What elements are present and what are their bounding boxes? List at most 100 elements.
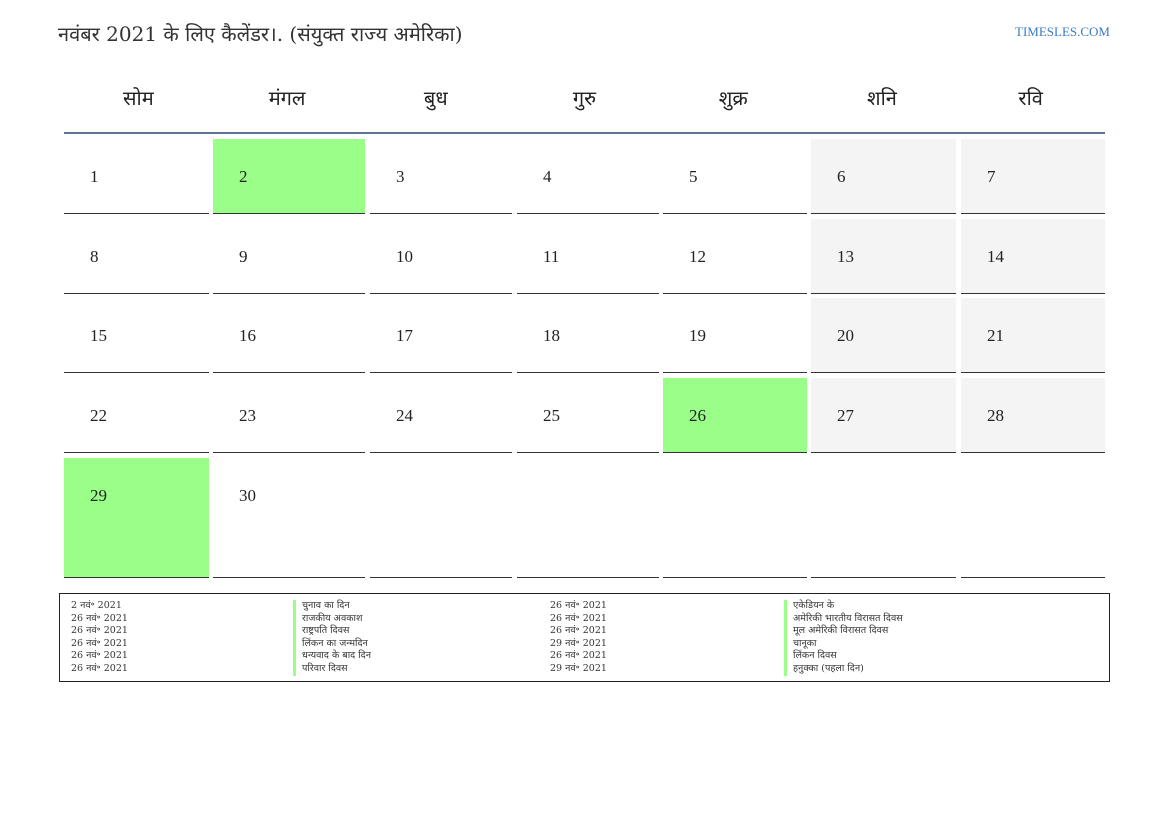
day-cell[interactable]: 4 — [517, 139, 659, 214]
day-cell[interactable]: 13 — [811, 219, 956, 294]
day-cell[interactable]: 5 — [663, 139, 807, 214]
day-number: 21 — [987, 326, 1004, 345]
weekday-wed: बुध — [423, 86, 448, 110]
day-number: 29 — [90, 486, 107, 505]
day-cell[interactable]: 24 — [370, 378, 512, 453]
legend-holiday: परिवार दिवस — [293, 662, 371, 676]
site-link[interactable]: TIMESLES.COM — [1015, 24, 1110, 39]
day-number: 5 — [689, 167, 698, 186]
day-cell[interactable]: 23 — [213, 378, 365, 453]
day-number: 18 — [543, 326, 560, 345]
day-cell[interactable]: 1 — [64, 139, 209, 214]
day-cell[interactable]: 3 — [370, 139, 512, 214]
day-number: 27 — [837, 406, 854, 425]
legend-date: 26 नवं॰ 2021 — [71, 612, 128, 624]
empty-day-cell — [811, 458, 956, 578]
day-number: 23 — [239, 406, 256, 425]
day-number: 26 — [689, 406, 706, 425]
day-cell[interactable]: 2 — [213, 139, 365, 214]
day-number: 1 — [90, 167, 99, 186]
day-cell[interactable]: 17 — [370, 298, 512, 373]
day-number: 6 — [837, 167, 846, 186]
day-number: 4 — [543, 167, 552, 186]
day-cell[interactable]: 18 — [517, 298, 659, 373]
day-number: 14 — [987, 247, 1004, 266]
day-number: 16 — [239, 326, 256, 345]
legend-date: 26 नवं॰ 2021 — [71, 650, 128, 662]
legend-date: 26 नवं॰ 2021 — [550, 625, 607, 637]
legend-holiday: लिंकन का जन्मदिन — [293, 637, 371, 651]
day-cell[interactable]: 10 — [370, 219, 512, 294]
day-number: 3 — [396, 167, 405, 186]
legend-holiday: अमेरिकी भारतीय विरासत दिवस — [784, 612, 903, 626]
day-cell[interactable]: 8 — [64, 219, 209, 294]
weekday-tue: मंगल — [268, 86, 306, 110]
day-number: 19 — [689, 326, 706, 345]
day-number: 22 — [90, 406, 107, 425]
day-cell[interactable]: 22 — [64, 378, 209, 453]
day-number: 17 — [396, 326, 413, 345]
day-cell[interactable]: 12 — [663, 219, 807, 294]
empty-day-cell — [961, 458, 1105, 578]
legend-holiday: चानूका — [784, 637, 903, 651]
day-number: 7 — [987, 167, 996, 186]
day-cell[interactable]: 21 — [961, 298, 1105, 373]
day-cell[interactable]: 9 — [213, 219, 365, 294]
day-number: 28 — [987, 406, 1004, 425]
day-cell[interactable]: 14 — [961, 219, 1105, 294]
weekday-header: सोम मंगल बुध गुरु शुक्र शनि रवि — [64, 82, 1105, 134]
day-cell[interactable]: 30 — [213, 458, 365, 578]
weekday-mon: सोम — [123, 86, 154, 110]
day-number: 10 — [396, 247, 413, 266]
legend-date: 29 नवं॰ 2021 — [550, 637, 607, 649]
empty-day-cell — [663, 458, 807, 578]
day-number: 9 — [239, 247, 248, 266]
legend-date: 26 नवं॰ 2021 — [71, 625, 128, 637]
legend-dates-right: 26 नवं॰ 2021 26 नवं॰ 2021 26 नवं॰ 2021 2… — [550, 600, 607, 676]
legend-date: 26 नवं॰ 2021 — [550, 600, 607, 611]
day-number: 30 — [239, 486, 256, 505]
day-cell[interactable]: 29 — [64, 458, 209, 578]
day-cell[interactable]: 28 — [961, 378, 1105, 453]
day-cell[interactable]: 25 — [517, 378, 659, 453]
day-number: 24 — [396, 406, 413, 425]
day-cell[interactable]: 11 — [517, 219, 659, 294]
weekday-thu: गुरु — [572, 86, 597, 110]
legend-holiday: हनुक्का (पहला दिन) — [784, 662, 903, 676]
legend-holiday: धन्यवाद के बाद दिन — [293, 650, 371, 663]
day-number: 11 — [543, 247, 560, 266]
legend-holiday: लिंकन दिवस — [784, 650, 903, 663]
legend-date: 2 नवं॰ 2021 — [71, 600, 122, 611]
day-cell[interactable]: 16 — [213, 298, 365, 373]
day-cell[interactable]: 27 — [811, 378, 956, 453]
legend-date: 29 नवं॰ 2021 — [550, 662, 607, 674]
legend-holiday: मूल अमेरिकी विरासत दिवस — [784, 625, 903, 638]
day-cell[interactable]: 20 — [811, 298, 956, 373]
legend-holiday: चुनाव का दिन — [293, 600, 371, 613]
day-number: 12 — [689, 247, 706, 266]
weekday-sat: शनि — [867, 86, 897, 110]
weekday-fri: शुक्र — [718, 86, 748, 110]
legend-holiday: एकेडियन के — [784, 600, 903, 613]
legend-date: 26 नवं॰ 2021 — [550, 612, 607, 624]
legend-holiday: राष्ट्रपति दिवस — [293, 625, 371, 638]
legend-names-right: एकेडियन के अमेरिकी भारतीय विरासत दिवस मू… — [784, 600, 903, 676]
day-cell[interactable]: 26 — [663, 378, 807, 453]
legend-date: 26 नवं॰ 2021 — [550, 650, 607, 662]
day-number: 20 — [837, 326, 854, 345]
page-title: नवंबर 2021 के लिए कैलेंडर।. (संयुक्त राज… — [58, 22, 463, 46]
day-number: 25 — [543, 406, 560, 425]
day-cell[interactable]: 19 — [663, 298, 807, 373]
weekday-sun: रवि — [1018, 86, 1043, 110]
legend-holiday: राजकीय अवकाश — [293, 612, 371, 626]
legend-date: 26 नवं॰ 2021 — [71, 637, 128, 649]
day-number: 8 — [90, 247, 99, 266]
day-number: 2 — [239, 167, 248, 186]
day-cell[interactable]: 15 — [64, 298, 209, 373]
legend-names-left: चुनाव का दिन राजकीय अवकाश राष्ट्रपति दिव… — [293, 600, 371, 676]
day-number: 13 — [837, 247, 854, 266]
day-cell[interactable]: 6 — [811, 139, 956, 214]
holiday-legend: 2 नवं॰ 2021 26 नवं॰ 2021 26 नवं॰ 2021 26… — [59, 593, 1110, 682]
legend-date: 26 नवं॰ 2021 — [71, 662, 128, 674]
day-cell[interactable]: 7 — [961, 139, 1105, 214]
